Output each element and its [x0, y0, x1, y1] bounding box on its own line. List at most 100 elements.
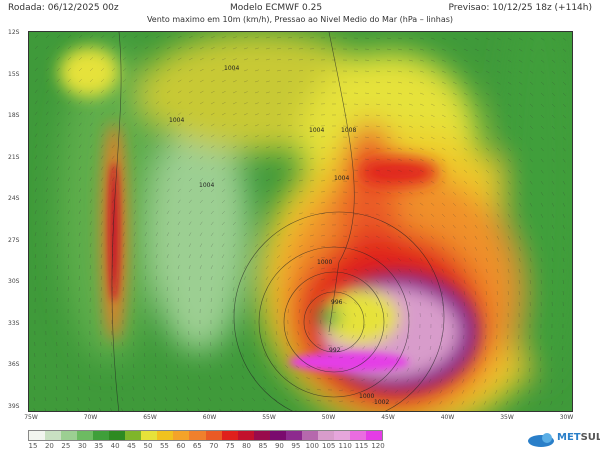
wind-arrow	[496, 147, 501, 151]
wind-arrow	[364, 224, 369, 227]
wind-arrow	[474, 246, 478, 251]
wind-arrow	[386, 191, 391, 194]
wind-arrow	[298, 190, 303, 193]
wind-arrow	[386, 147, 391, 150]
wind-arrow	[506, 400, 509, 405]
wind-arrow	[232, 254, 236, 259]
wind-arrow	[221, 200, 226, 204]
wind-arrow	[386, 279, 390, 284]
wind-arrow	[56, 166, 60, 171]
wind-arrow	[45, 254, 48, 259]
wind-arrow	[67, 35, 72, 39]
wind-arrow	[529, 114, 534, 118]
wind-arrow	[210, 243, 214, 248]
wind-arrow	[188, 199, 192, 204]
wind-arrow	[507, 147, 511, 151]
wind-arrow	[265, 309, 267, 314]
wind-arrow	[155, 210, 159, 215]
wind-arrow	[375, 169, 380, 172]
wind-arrow	[287, 309, 289, 314]
wind-arrow	[78, 221, 81, 226]
wind-arrow	[56, 243, 59, 248]
wind-arrow	[440, 356, 443, 361]
wind-arrow	[100, 177, 104, 182]
wind-arrow	[199, 199, 203, 204]
wind-arrow	[539, 400, 542, 405]
wind-arrow	[397, 147, 402, 150]
wind-arrow	[122, 90, 127, 94]
wind-arrow	[430, 235, 434, 240]
wind-arrow	[397, 246, 402, 250]
wind-arrow	[122, 177, 126, 182]
wind-arrow	[518, 257, 521, 262]
wind-arrow	[111, 199, 115, 204]
isobar-label: 1004	[309, 127, 324, 134]
wind-arrow	[309, 309, 312, 314]
wind-arrow	[187, 375, 190, 380]
wind-arrow	[122, 265, 125, 270]
wind-arrow	[285, 353, 289, 358]
wind-arrow	[507, 169, 511, 174]
wind-arrow	[144, 155, 148, 160]
wind-arrow	[496, 213, 500, 218]
wind-arrow	[298, 212, 303, 215]
wind-arrow	[395, 378, 399, 383]
wind-arrow	[386, 312, 388, 317]
wind-arrow	[451, 356, 454, 361]
wind-arrow	[67, 78, 71, 83]
wind-arrow	[34, 364, 36, 369]
wind-arrow	[166, 101, 171, 105]
wind-arrow	[375, 257, 380, 261]
wind-arrow	[243, 69, 248, 72]
wind-arrow	[265, 58, 270, 61]
wind-arrow	[551, 147, 555, 152]
wind-arrow	[441, 169, 446, 173]
wind-arrow	[78, 144, 82, 149]
wind-arrow	[208, 408, 211, 411]
wind-arrow	[166, 145, 171, 149]
wind-arrow	[34, 232, 37, 237]
wind-arrow	[452, 290, 455, 295]
wind-arrow	[100, 287, 102, 292]
wind-arrow	[133, 123, 137, 127]
wind-arrow	[210, 276, 213, 281]
wind-arrow	[265, 102, 270, 105]
wind-arrow	[210, 178, 215, 182]
wind-arrow	[45, 166, 49, 171]
wind-arrow	[210, 69, 215, 72]
wind-arrow	[350, 378, 355, 381]
wind-arrow	[45, 210, 48, 215]
wind-arrow	[265, 124, 270, 127]
wind-arrow	[177, 46, 182, 50]
wind-arrow	[474, 37, 479, 40]
wind-arrow	[166, 276, 169, 281]
wind-arrow	[496, 92, 501, 96]
wind-arrow	[287, 233, 292, 237]
wind-arrow	[474, 191, 478, 196]
wind-arrow	[276, 265, 280, 270]
wind-arrow	[33, 397, 36, 402]
wind-arrow	[452, 92, 457, 96]
wind-arrow	[111, 57, 116, 61]
wind-arrow	[452, 301, 454, 306]
wind-arrow	[232, 69, 237, 72]
wind-arrow	[529, 136, 533, 141]
wind-arrow	[34, 243, 37, 248]
wind-arrow	[309, 256, 314, 259]
wind-arrow	[474, 290, 477, 295]
wind-arrow	[110, 386, 113, 391]
wind-arrow	[287, 179, 292, 182]
wind-arrow	[254, 265, 258, 270]
wind-arrow	[243, 265, 247, 270]
wind-arrow	[474, 48, 479, 52]
wind-arrow	[307, 331, 311, 336]
wind-arrow	[220, 364, 223, 369]
wind-arrow	[133, 68, 138, 72]
wind-arrow	[408, 125, 413, 128]
wind-arrow	[383, 400, 388, 404]
wind-arrow	[243, 178, 248, 182]
wind-arrow	[485, 290, 487, 295]
wind-arrow	[540, 37, 545, 41]
wind-arrow	[199, 254, 202, 259]
wind-arrow	[210, 167, 215, 171]
